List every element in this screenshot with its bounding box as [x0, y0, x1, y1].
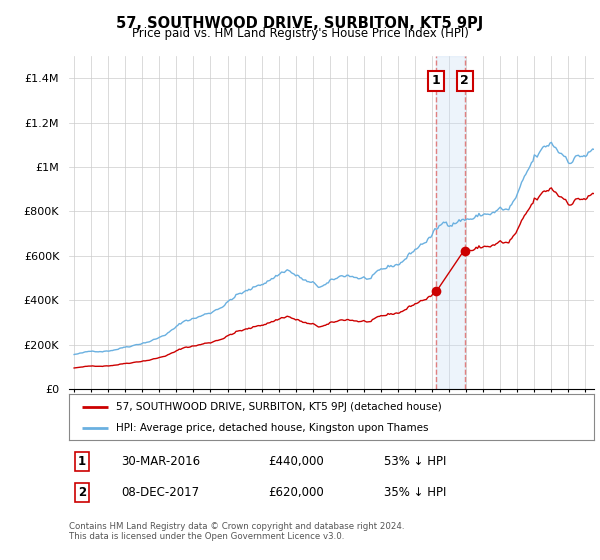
- Text: 2: 2: [78, 486, 86, 499]
- Text: £440,000: £440,000: [269, 455, 324, 468]
- Text: HPI: Average price, detached house, Kingston upon Thames: HPI: Average price, detached house, King…: [116, 423, 429, 433]
- Text: 1: 1: [432, 74, 440, 87]
- Text: Contains HM Land Registry data © Crown copyright and database right 2024.
This d: Contains HM Land Registry data © Crown c…: [69, 522, 404, 542]
- Text: 53% ↓ HPI: 53% ↓ HPI: [384, 455, 446, 468]
- Text: 1: 1: [78, 455, 86, 468]
- Text: 30-MAR-2016: 30-MAR-2016: [121, 455, 200, 468]
- Text: 08-DEC-2017: 08-DEC-2017: [121, 486, 200, 499]
- Text: 57, SOUTHWOOD DRIVE, SURBITON, KT5 9PJ (detached house): 57, SOUTHWOOD DRIVE, SURBITON, KT5 9PJ (…: [116, 402, 442, 412]
- Text: Price paid vs. HM Land Registry's House Price Index (HPI): Price paid vs. HM Land Registry's House …: [131, 27, 469, 40]
- Text: 2: 2: [460, 74, 469, 87]
- Bar: [436, 56, 465, 389]
- Text: £620,000: £620,000: [269, 486, 324, 499]
- Text: 35% ↓ HPI: 35% ↓ HPI: [384, 486, 446, 499]
- Text: 57, SOUTHWOOD DRIVE, SURBITON, KT5 9PJ: 57, SOUTHWOOD DRIVE, SURBITON, KT5 9PJ: [116, 16, 484, 31]
